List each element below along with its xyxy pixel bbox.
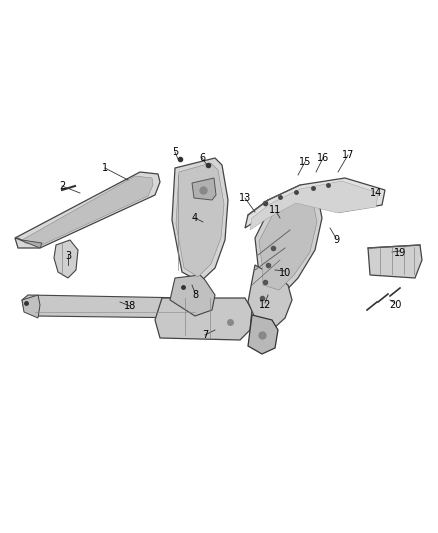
Text: 4: 4 — [192, 213, 198, 223]
Polygon shape — [54, 240, 78, 278]
Text: 1: 1 — [102, 163, 108, 173]
Polygon shape — [255, 192, 322, 295]
Polygon shape — [176, 163, 224, 277]
Polygon shape — [368, 245, 422, 278]
Text: 11: 11 — [269, 205, 281, 215]
Polygon shape — [15, 238, 42, 248]
Text: 19: 19 — [394, 248, 406, 258]
Polygon shape — [155, 298, 252, 340]
Text: 13: 13 — [239, 193, 251, 203]
Text: 7: 7 — [202, 330, 208, 340]
Text: 6: 6 — [199, 153, 205, 163]
Polygon shape — [22, 290, 202, 318]
Polygon shape — [22, 176, 153, 245]
Polygon shape — [170, 275, 215, 316]
Polygon shape — [248, 315, 278, 354]
Polygon shape — [259, 197, 317, 290]
Text: 18: 18 — [124, 301, 136, 311]
Text: 5: 5 — [172, 147, 178, 157]
Polygon shape — [172, 158, 228, 282]
Polygon shape — [250, 181, 378, 230]
Polygon shape — [245, 178, 385, 228]
Text: 8: 8 — [192, 290, 198, 300]
Polygon shape — [22, 295, 40, 318]
Text: 16: 16 — [317, 153, 329, 163]
Text: 14: 14 — [370, 188, 382, 198]
Text: 2: 2 — [59, 181, 65, 191]
Text: 17: 17 — [342, 150, 354, 160]
Text: 15: 15 — [299, 157, 311, 167]
Polygon shape — [15, 172, 160, 248]
Text: 20: 20 — [389, 300, 401, 310]
Polygon shape — [248, 265, 292, 330]
Polygon shape — [192, 178, 216, 200]
Text: 3: 3 — [65, 251, 71, 261]
Text: 10: 10 — [279, 268, 291, 278]
Text: 12: 12 — [259, 300, 271, 310]
Text: 9: 9 — [333, 235, 339, 245]
